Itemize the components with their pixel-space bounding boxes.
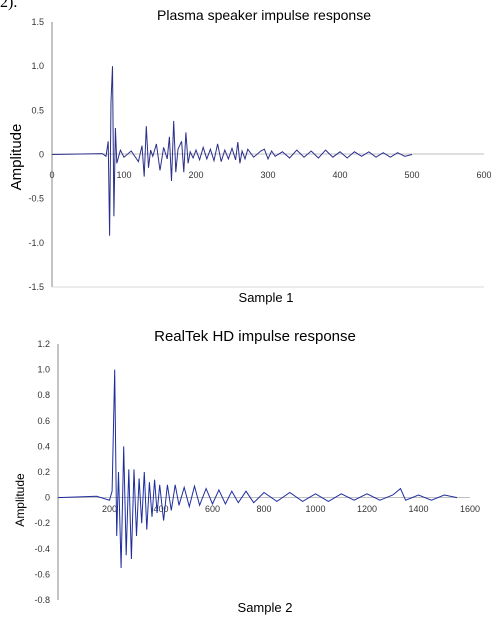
series-line	[57, 369, 458, 569]
x-tick-label: 0	[49, 170, 54, 180]
y-tick-label: 0.8	[37, 390, 50, 400]
y-tick-label: 0.2	[37, 467, 50, 477]
x-tick-label: 1600	[460, 504, 480, 514]
y-tick-label: -0.8	[34, 595, 50, 605]
x-tick-label: 300	[260, 170, 275, 180]
chart-title: Plasma speaker impulse response	[157, 7, 371, 23]
x-tick-label: 200	[188, 170, 203, 180]
y-tick-label: 0.5	[31, 105, 44, 115]
y-tick-label: -0.4	[34, 544, 50, 554]
x-tick-label: 1000	[305, 504, 325, 514]
x-tick-labels: 200 400 600 800 1000 1200 1400 1600	[102, 504, 480, 514]
y-tick-label: -1.0	[28, 238, 44, 248]
y-tick-label: 1.2	[37, 339, 50, 349]
x-tick-label: 600	[476, 170, 491, 180]
y-tick-label: -0.5	[28, 194, 44, 204]
y-tick-label: 1.0	[31, 61, 44, 71]
x-tick-label: 1400	[408, 504, 428, 514]
x-tick-label: 800	[256, 504, 271, 514]
y-tick-labels: 1.5 1.0 0.5 0 -0.5 -1.0 -1.5	[28, 17, 44, 292]
x-tick-label: 500	[404, 170, 419, 180]
x-tick-label: 400	[153, 504, 168, 514]
y-axis-label: Amplitude	[13, 473, 27, 527]
x-axis-label: Sample 2	[238, 600, 293, 615]
x-tick-label: 1200	[357, 504, 377, 514]
x-tick-label: 100	[116, 170, 131, 180]
y-tick-label: 0	[45, 493, 50, 503]
y-tick-labels: 1.2 1.0 0.8 0.6 0.4 0.2 0 -0.2 -0.4 -0.6 -0.8	[34, 339, 50, 605]
y-tick-label: -1.5	[28, 282, 44, 292]
y-tick-label: 0.6	[37, 416, 50, 426]
x-tick-label: 200	[102, 504, 117, 514]
y-tick-label: 0	[39, 150, 44, 160]
chart-plasma-speaker: Plasma speaker impulse response 1.5 1.0 0.…	[8, 7, 491, 305]
y-tick-label: 0.4	[37, 441, 50, 451]
y-tick-label: 1.5	[31, 17, 44, 27]
y-tick-label: -0.2	[34, 518, 50, 528]
y-tick-label: -0.6	[34, 569, 50, 579]
chart-realtek-hd: RealTek HD impulse response 1.2 1.0 0.8 0.6…	[13, 328, 480, 615]
x-tick-label: 400	[332, 170, 347, 180]
x-tick-label: 600	[205, 504, 220, 514]
y-axis-label: Amplitude	[8, 124, 25, 191]
page-text-fragment: 2).	[0, 0, 18, 11]
x-axis-label: Sample 1	[239, 290, 294, 305]
y-tick-label: 1.0	[37, 365, 50, 375]
series-line	[51, 66, 413, 236]
x-tick-labels: 0 100 200 300 400 500 600	[49, 170, 491, 180]
chart-title: RealTek HD impulse response	[154, 328, 356, 345]
